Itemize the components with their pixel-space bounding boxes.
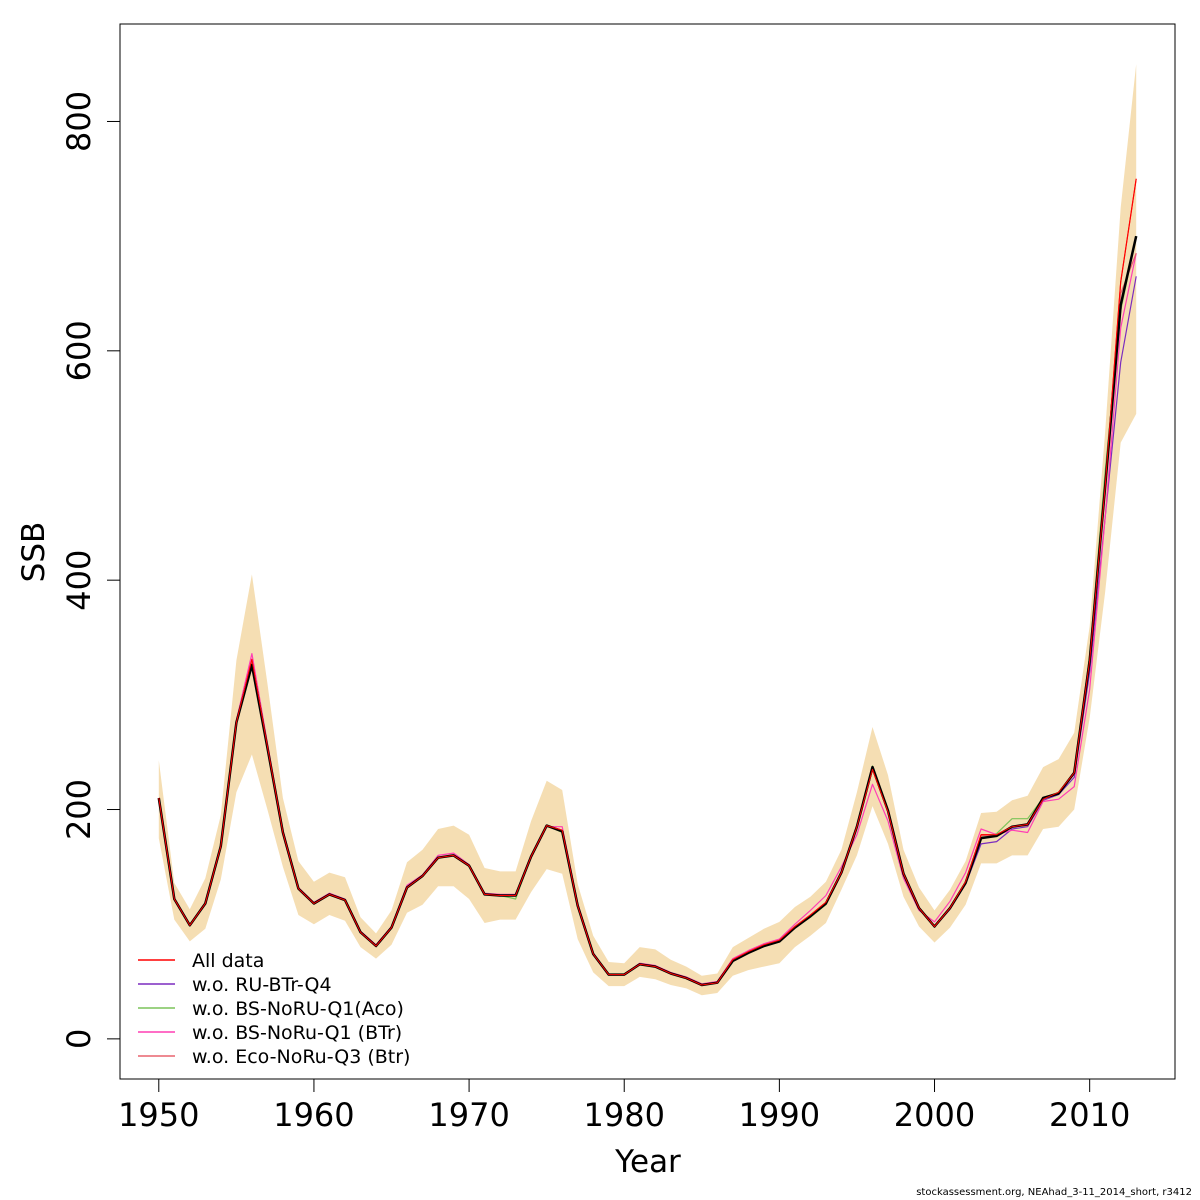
x-tick-label-1970: 1970: [428, 1096, 509, 1134]
x-tick-label-2010: 2010: [1049, 1096, 1130, 1134]
legend-label-1: All data: [192, 950, 264, 972]
x-tick-label-1960: 1960: [273, 1096, 354, 1134]
y-axis-label: SSB: [16, 522, 52, 583]
y-tick-label-400: 400: [60, 550, 98, 611]
credit-text: stockassessment.org, NEAhad_3-11_2014_sh…: [916, 1187, 1192, 1198]
x-tick-label-1980: 1980: [584, 1096, 665, 1134]
legend-label-2: w.o. RU-BTr-Q4: [192, 974, 332, 996]
x-tick-label-1990: 1990: [739, 1096, 820, 1134]
y-tick-label-200: 200: [60, 779, 98, 840]
x-axis-label: Year: [614, 1144, 681, 1180]
y-axis: 0 200 400 600 800: [60, 91, 121, 1049]
y-tick-label-0: 0: [60, 1029, 98, 1049]
legend-label-4: w.o. BS-NoRu-Q1 (BTr): [192, 1022, 402, 1044]
series-line-1-overlay: [158, 178, 1137, 986]
series-layer: [157, 178, 1138, 987]
legend-label-3: w.o. BS-NoRU-Q1(Aco): [192, 998, 404, 1020]
x-tick-label-2000: 2000: [894, 1096, 975, 1134]
x-tick-label-1950: 1950: [118, 1096, 199, 1134]
y-tick-label-800: 800: [60, 91, 98, 152]
y-tick-label-600: 600: [60, 320, 98, 381]
legend-label-5: w.o. Eco-NoRu-Q3 (Btr): [192, 1046, 410, 1068]
x-axis: 1950 1960 1970 1980 1990 2000 2010: [118, 1078, 1130, 1134]
